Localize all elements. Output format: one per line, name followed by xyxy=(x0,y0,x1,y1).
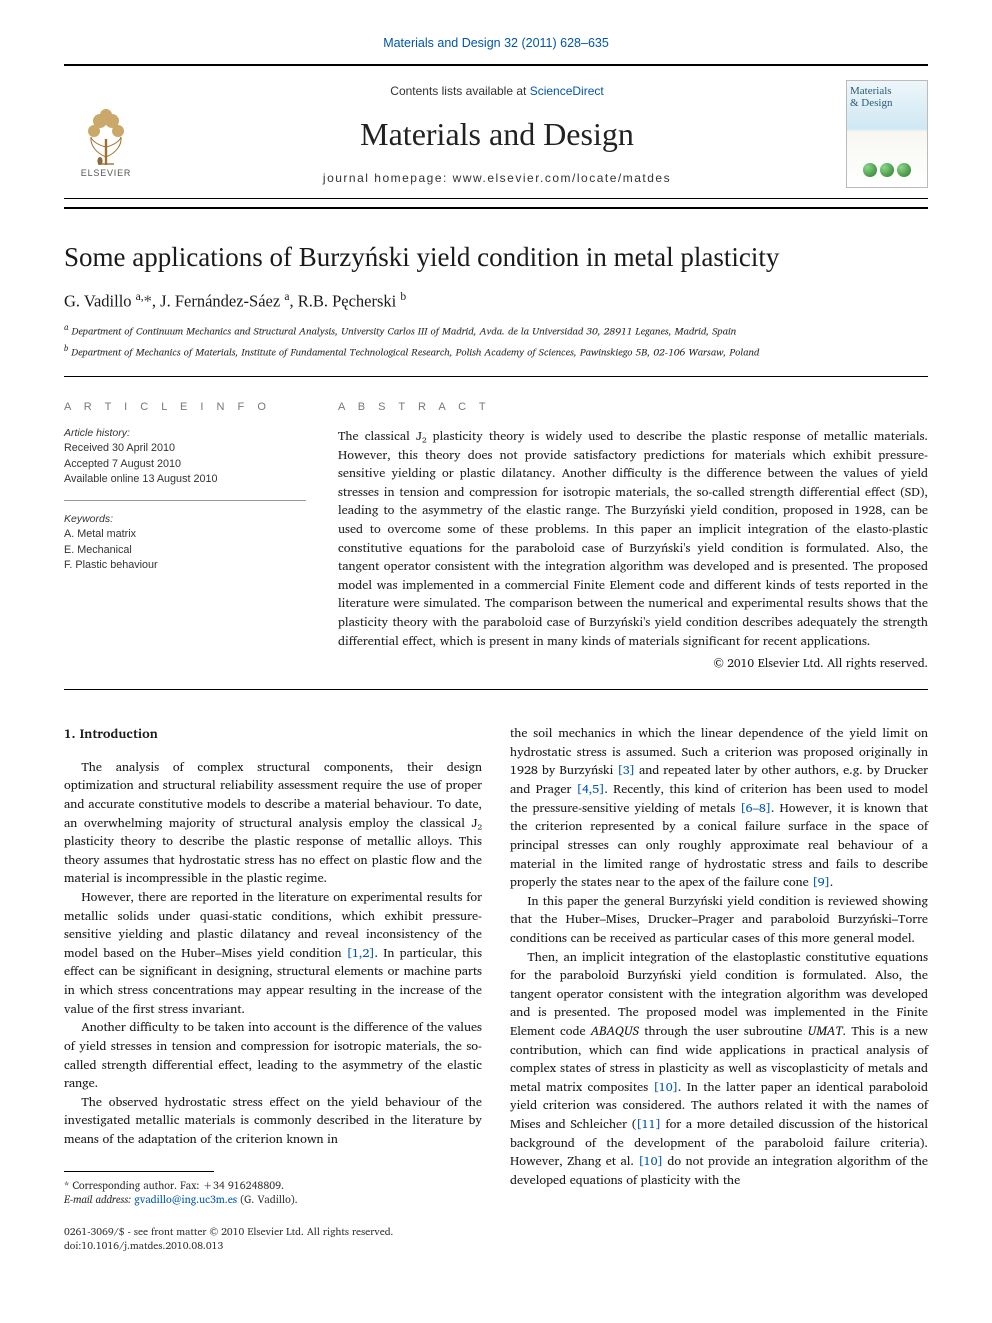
globe-icon xyxy=(863,163,877,177)
keyword-item: A. Metal matrix xyxy=(64,527,306,543)
history-label: Article history: xyxy=(64,427,306,439)
email-footnote: E-mail address: gvadillo@ing.uc3m.es (G.… xyxy=(64,1192,482,1207)
paragraph: Then, an implicit integration of the ela… xyxy=(510,948,928,1190)
history-item: Available online 13 August 2010 xyxy=(64,472,306,488)
history-item: Received 30 April 2010 xyxy=(64,441,306,457)
journal-header: ELSEVIER Contents lists available at Sci… xyxy=(64,64,928,199)
reference-link[interactable]: [10] xyxy=(638,1151,662,1171)
copyright-line: © 2010 Elsevier Ltd. All rights reserved… xyxy=(338,654,928,673)
publisher-name: ELSEVIER xyxy=(81,168,131,178)
authors: G. Vadillo a,*, J. Fernández-Sáez a, R.B… xyxy=(64,291,928,312)
paragraph: the soil mechanics in which the linear d… xyxy=(510,724,928,891)
article-title: Some applications of Burzyński yield con… xyxy=(64,241,928,275)
journal-citation[interactable]: Materials and Design 32 (2011) 628–635 xyxy=(64,36,928,50)
paragraph: In this paper the general Burzyński yiel… xyxy=(510,892,928,948)
contents-available: Contents lists available at ScienceDirec… xyxy=(160,84,834,98)
doi-block: 0261-3069/$ - see front matter © 2010 El… xyxy=(64,1225,482,1254)
reference-link[interactable]: [3] xyxy=(617,760,634,780)
abstract-heading: A B S T R A C T xyxy=(338,401,928,413)
reference-link[interactable]: [4,5] xyxy=(577,779,605,799)
history-item: Accepted 7 August 2010 xyxy=(64,457,306,473)
sciencedirect-link[interactable]: ScienceDirect xyxy=(530,84,604,98)
article-info-heading: A R T I C L E I N F O xyxy=(64,401,306,413)
reference-link[interactable]: [9] xyxy=(812,872,829,892)
keyword-item: E. Mechanical xyxy=(64,543,306,559)
globe-icon xyxy=(880,163,894,177)
journal-homepage: journal homepage: www.elsevier.com/locat… xyxy=(160,171,834,185)
email-link[interactable]: gvadillo@ing.uc3m.es xyxy=(134,1190,237,1208)
doi-line: doi:10.1016/j.matdes.2010.08.013 xyxy=(64,1239,482,1253)
keywords-label: Keywords: xyxy=(64,513,306,525)
footnote-block: * Corresponding author. Fax: +34 9162488… xyxy=(64,1171,482,1207)
paragraph: The analysis of complex structural compo… xyxy=(64,758,482,888)
paragraph: The observed hydrostatic stress effect o… xyxy=(64,1093,482,1149)
abstract-column: A B S T R A C T The classical J₂ plastic… xyxy=(338,377,928,673)
paragraph: Another difficulty to be taken into acco… xyxy=(64,1018,482,1092)
elsevier-tree-icon xyxy=(78,107,134,165)
section-heading-intro: 1. Introduction xyxy=(64,724,482,744)
body-columns: 1. Introduction The analysis of complex … xyxy=(64,724,928,1253)
publisher-logo: ELSEVIER xyxy=(64,90,148,178)
reference-link[interactable]: [6–8] xyxy=(740,798,771,818)
journal-cover-thumb: Materials & Design xyxy=(846,80,928,188)
abstract-body: The classical J₂ plasticity theory is wi… xyxy=(338,427,928,650)
reference-link[interactable]: [1,2] xyxy=(347,943,375,963)
keyword-item: F. Plastic behaviour xyxy=(64,558,306,574)
affiliation: a Department of Continuum Mechanics and … xyxy=(64,321,928,339)
globe-icon xyxy=(897,163,911,177)
header-center: Contents lists available at ScienceDirec… xyxy=(160,84,834,185)
reference-link[interactable]: [11] xyxy=(636,1114,660,1134)
homepage-url[interactable]: www.elsevier.com/locate/matdes xyxy=(453,171,671,185)
affiliation: b Department of Mechanics of Materials, … xyxy=(64,342,928,360)
journal-title: Materials and Design xyxy=(160,116,834,153)
paragraph: However, there are reported in the liter… xyxy=(64,888,482,1018)
article-info-column: A R T I C L E I N F O Article history: R… xyxy=(64,377,314,673)
reference-link[interactable]: [10] xyxy=(654,1077,678,1097)
